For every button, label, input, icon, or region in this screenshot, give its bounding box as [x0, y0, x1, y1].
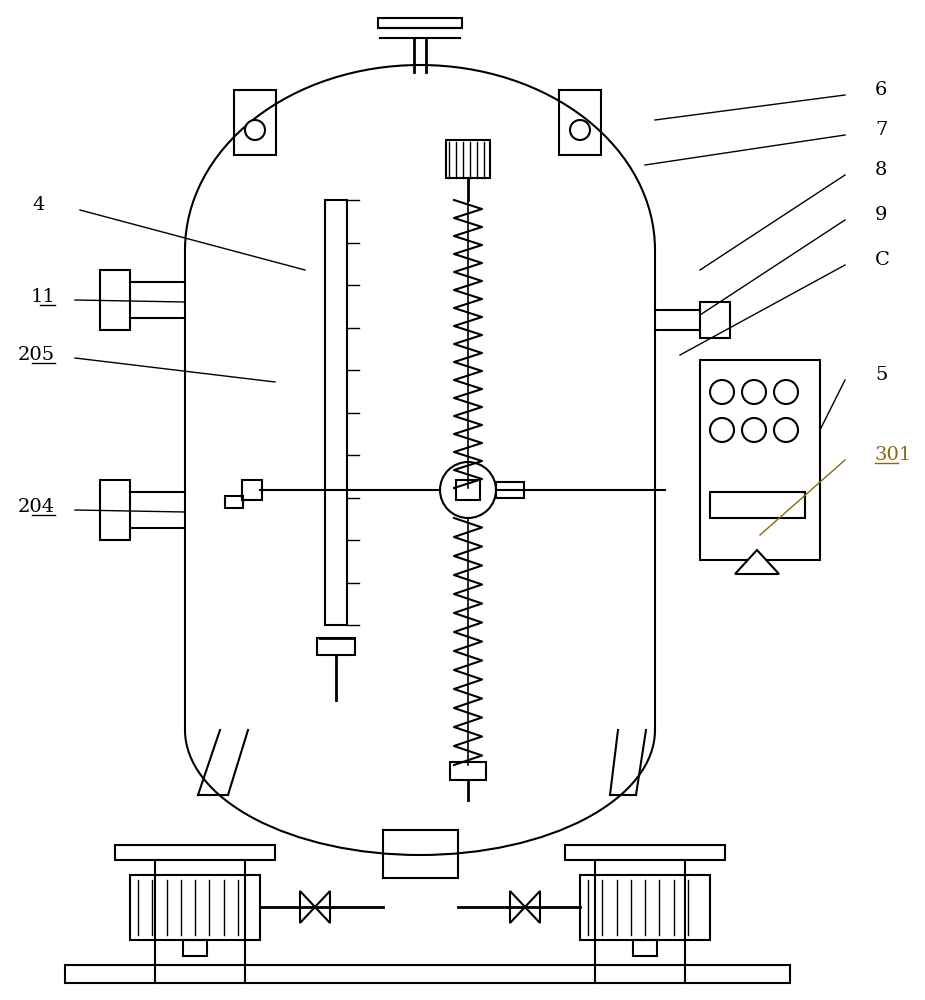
Text: 204: 204 — [18, 498, 55, 516]
Text: 7: 7 — [875, 121, 887, 139]
Circle shape — [245, 120, 265, 140]
Text: C: C — [875, 251, 890, 269]
Circle shape — [440, 462, 496, 518]
Text: 8: 8 — [875, 161, 887, 179]
Polygon shape — [510, 891, 540, 923]
Text: 9: 9 — [875, 206, 887, 224]
Circle shape — [742, 380, 766, 404]
Circle shape — [774, 380, 798, 404]
Text: 6: 6 — [875, 81, 887, 99]
Circle shape — [570, 120, 590, 140]
Text: 301: 301 — [875, 446, 912, 464]
Polygon shape — [300, 891, 330, 923]
Circle shape — [774, 418, 798, 442]
Circle shape — [710, 418, 734, 442]
Text: 11: 11 — [31, 288, 55, 306]
Circle shape — [710, 380, 734, 404]
Text: 205: 205 — [18, 346, 55, 364]
Polygon shape — [735, 550, 779, 574]
Circle shape — [742, 418, 766, 442]
Text: 4: 4 — [32, 196, 45, 214]
Text: 5: 5 — [875, 366, 887, 384]
